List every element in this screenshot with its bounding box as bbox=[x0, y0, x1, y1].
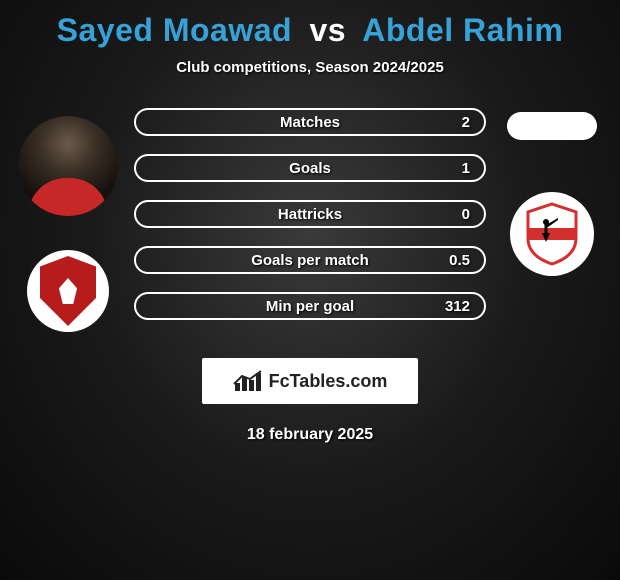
player1-name: Sayed Moawad bbox=[57, 12, 292, 48]
player2-blank-pill bbox=[507, 112, 597, 140]
stat-label: Goals bbox=[289, 160, 331, 177]
crest-eagle-icon bbox=[55, 278, 81, 304]
player2-name: Abdel Rahim bbox=[362, 12, 563, 48]
stat-pill-matches: Matches 2 bbox=[134, 108, 486, 136]
stat-value-right: 1 bbox=[462, 160, 470, 177]
stat-pill-goals: Goals 1 bbox=[134, 154, 486, 182]
right-column bbox=[490, 108, 620, 276]
stat-value-right: 2 bbox=[462, 114, 470, 131]
stat-pill-mpg: Min per goal 312 bbox=[134, 292, 486, 320]
subtitle: Club competitions, Season 2024/2025 bbox=[176, 59, 444, 76]
stat-label: Hattricks bbox=[278, 206, 342, 223]
al-ahly-crest bbox=[40, 256, 96, 326]
comparison-row: Matches 2 Goals 1 Hattricks 0 Goals per … bbox=[0, 108, 620, 332]
fctables-logo: FcTables.com bbox=[202, 358, 418, 404]
stat-value-right: 0 bbox=[462, 206, 470, 223]
stat-value-right: 0.5 bbox=[449, 252, 470, 269]
date-label: 18 february 2025 bbox=[247, 426, 373, 444]
player2-club-badge bbox=[510, 192, 594, 276]
headline-vs: vs bbox=[309, 12, 346, 48]
stat-label: Matches bbox=[280, 114, 340, 131]
stat-label: Min per goal bbox=[266, 298, 354, 315]
stat-pill-hattricks: Hattricks 0 bbox=[134, 200, 486, 228]
headline: Sayed Moawad vs Abdel Rahim bbox=[57, 12, 564, 49]
zamalek-crest-icon bbox=[524, 202, 580, 266]
fctables-text: FcTables.com bbox=[269, 371, 388, 392]
content-wrapper: Sayed Moawad vs Abdel Rahim Club competi… bbox=[0, 0, 620, 580]
stats-column: Matches 2 Goals 1 Hattricks 0 Goals per … bbox=[130, 108, 490, 320]
stat-label: Goals per match bbox=[251, 252, 369, 269]
bar-chart-icon bbox=[233, 369, 263, 393]
player1-avatar bbox=[18, 116, 118, 216]
stat-value-right: 312 bbox=[445, 298, 470, 315]
stat-pill-gpm: Goals per match 0.5 bbox=[134, 246, 486, 274]
left-column bbox=[0, 108, 130, 332]
player1-club-badge bbox=[27, 250, 109, 332]
